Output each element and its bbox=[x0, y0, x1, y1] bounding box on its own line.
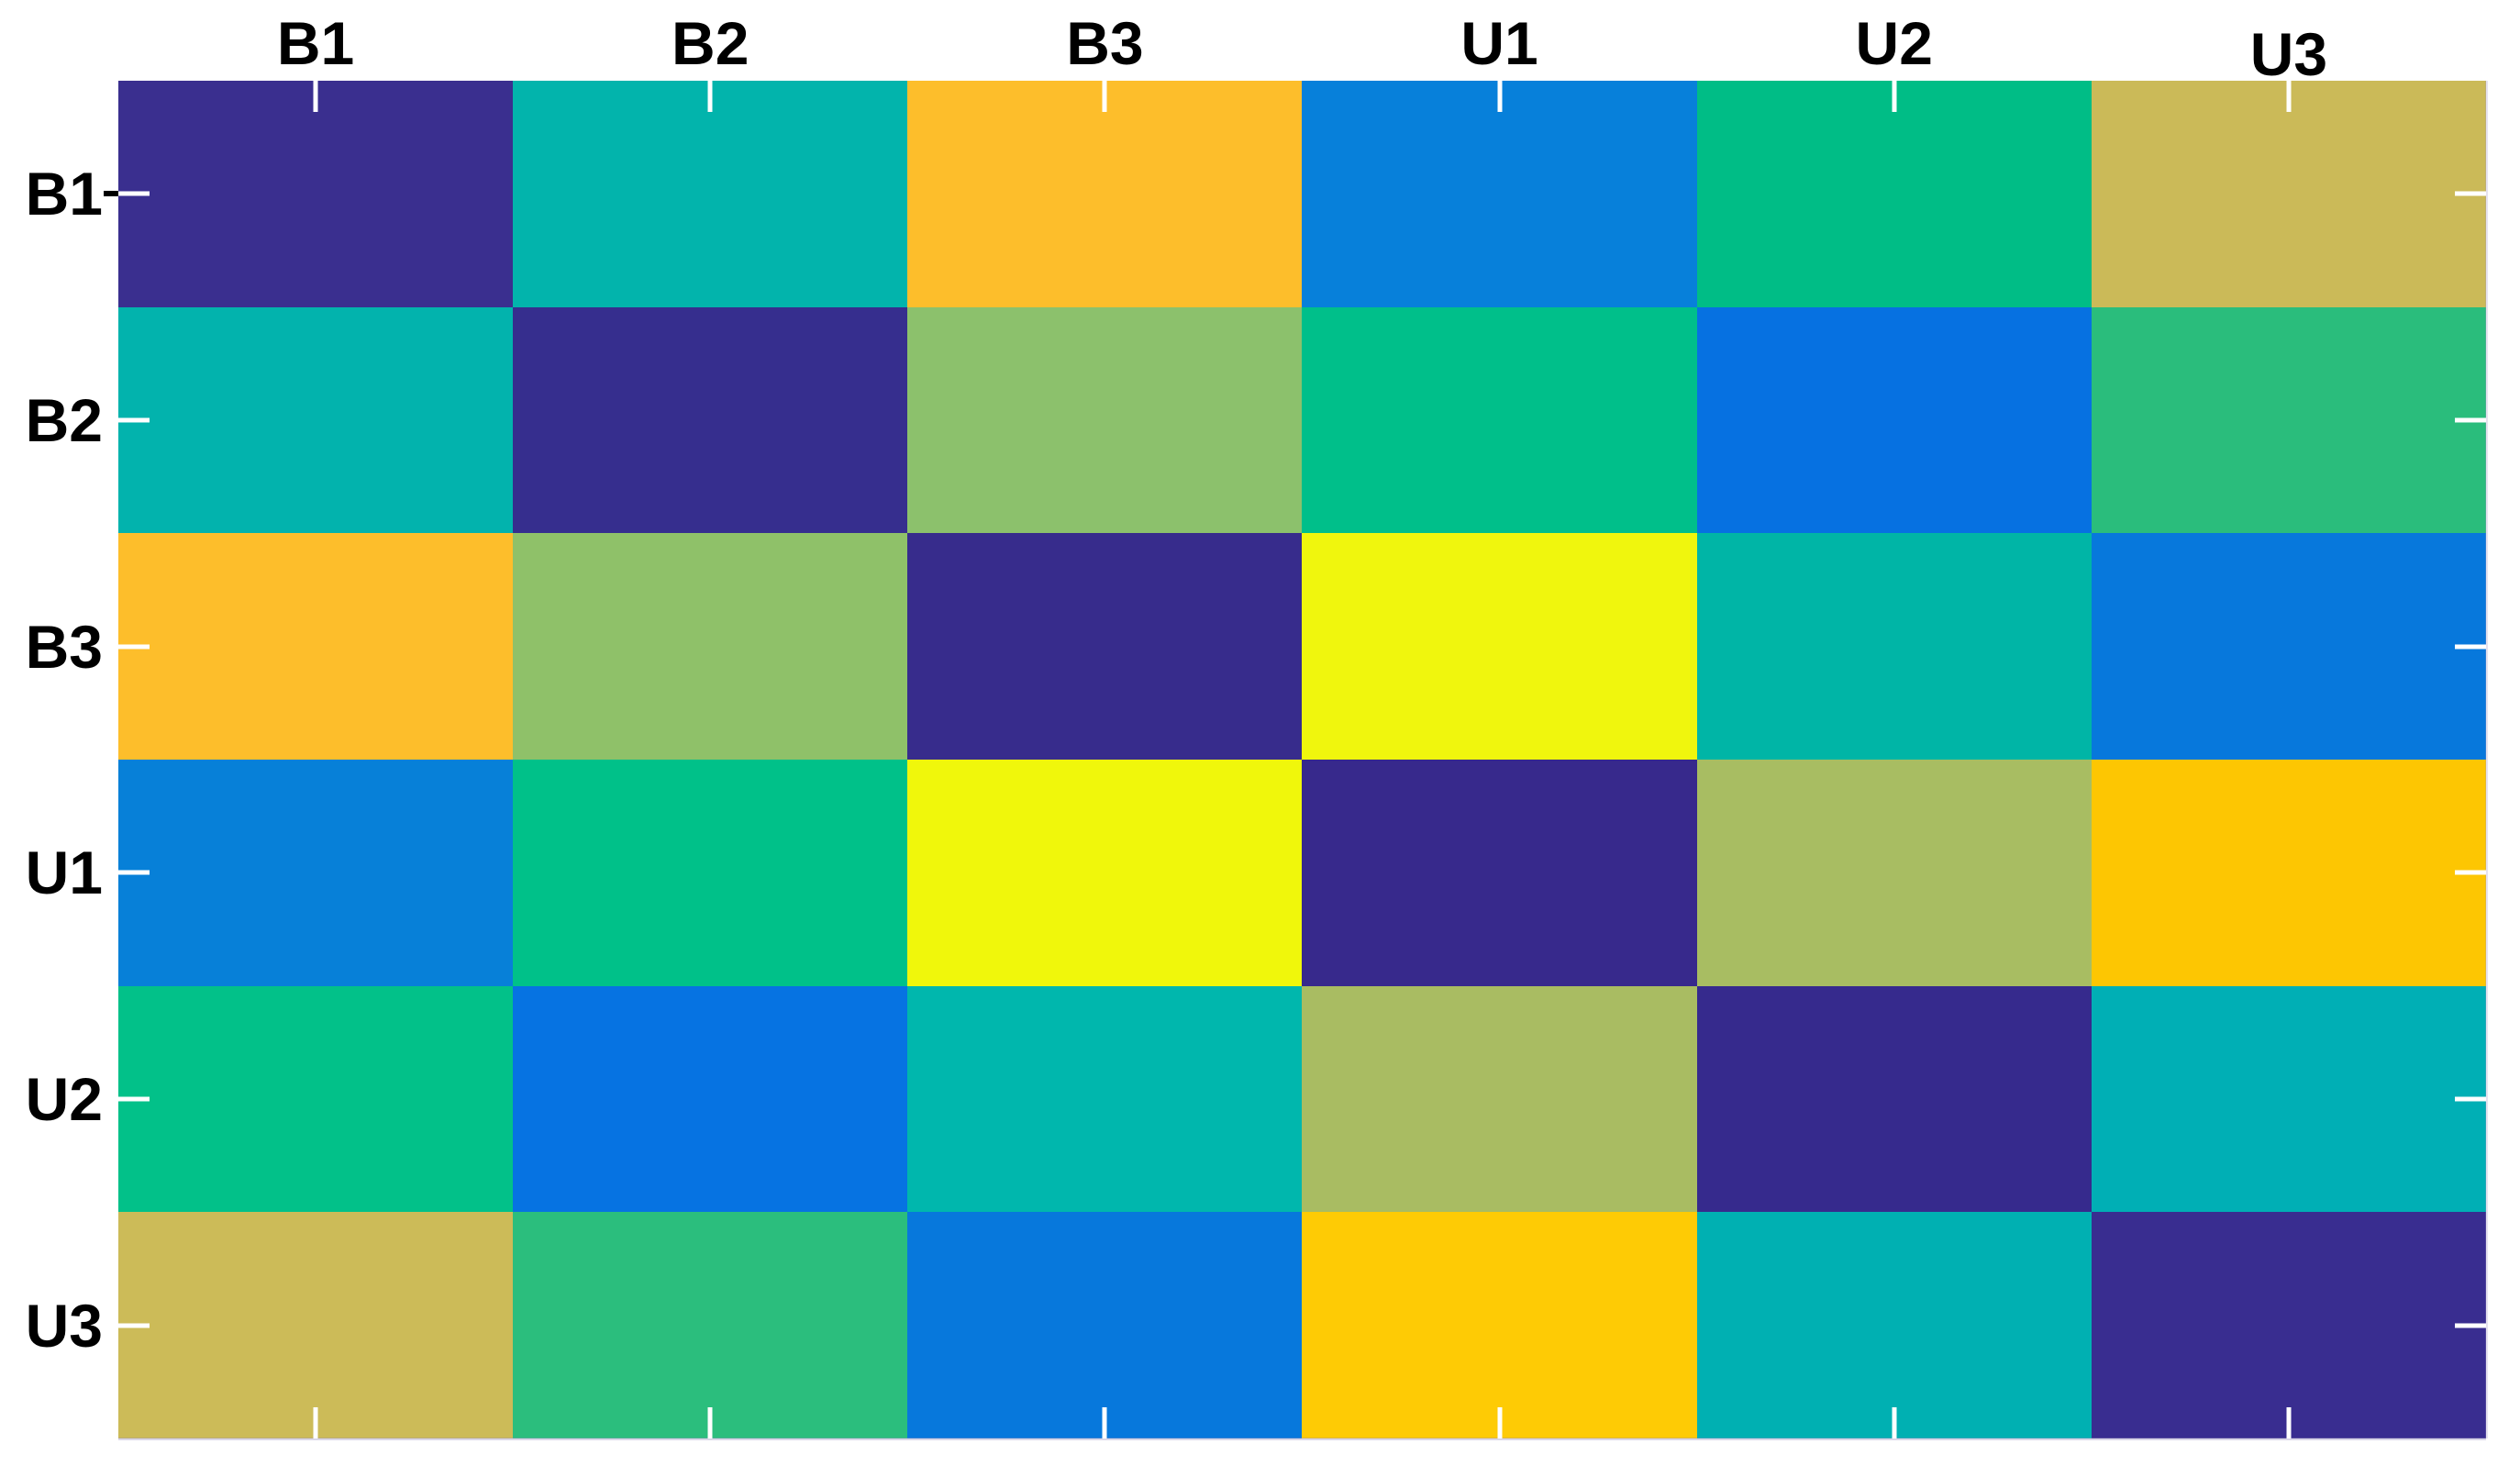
heatmap-cell bbox=[1302, 760, 1697, 986]
tick-mark-left bbox=[118, 870, 150, 875]
heatmap-cell bbox=[1302, 81, 1697, 307]
tick-mark-right bbox=[2455, 1096, 2486, 1102]
tick-mark-right bbox=[2455, 191, 2486, 196]
tick-mark-right bbox=[2455, 644, 2486, 650]
tick-mark-left bbox=[118, 417, 150, 423]
x-axis-label-b3: B3 bbox=[1066, 9, 1144, 77]
heatmap-cell bbox=[1302, 533, 1697, 760]
x-axis-label-u1: U1 bbox=[1460, 9, 1538, 77]
x-axis-labels: B1 B2 B3 U1 U2 U3 bbox=[118, 0, 2486, 84]
heatmap-cell bbox=[907, 81, 1303, 307]
tick-mark-bottom bbox=[1497, 1407, 1503, 1438]
heatmap-cell bbox=[1696, 533, 2092, 760]
tick-mark-left bbox=[118, 1323, 150, 1328]
axis-edge-bottom bbox=[118, 1438, 2486, 1440]
heatmap-cell bbox=[118, 985, 514, 1213]
x-axis-label-b2: B2 bbox=[672, 9, 749, 77]
y-axis-label-u2: U2 bbox=[25, 1064, 103, 1133]
heatmap-cell bbox=[513, 306, 908, 534]
heatmap-cell bbox=[1302, 306, 1697, 534]
x-axis-label-b1: B1 bbox=[276, 9, 355, 77]
y-axis-label-u3: U3 bbox=[25, 1291, 103, 1360]
heatmap-cell bbox=[907, 760, 1303, 986]
y-axis-label-b2: B2 bbox=[25, 385, 103, 454]
heatmap-grid bbox=[118, 81, 2486, 1438]
heatmap-cell bbox=[2091, 533, 2486, 760]
heatmap-cell bbox=[118, 533, 514, 760]
heatmap-cell bbox=[907, 1212, 1303, 1438]
heatmap-cell bbox=[1696, 1212, 2092, 1438]
tick-mark-top bbox=[1497, 81, 1503, 112]
heatmap-cell bbox=[513, 1212, 908, 1438]
heatmap-cell bbox=[513, 81, 908, 307]
heatmap-cell bbox=[513, 985, 908, 1213]
tick-mark-right bbox=[2455, 870, 2486, 875]
tick-mark-top bbox=[1102, 81, 1107, 112]
x-axis-label-u2: U2 bbox=[1855, 9, 1933, 77]
x-axis-label-u3: U3 bbox=[2249, 20, 2328, 88]
heatmap-cell bbox=[513, 760, 908, 986]
tick-mark-bottom bbox=[1892, 1407, 1897, 1438]
tick-mark-right bbox=[2455, 1323, 2486, 1328]
heatmap-cell bbox=[2091, 985, 2486, 1213]
tick-mark-bottom bbox=[1102, 1407, 1107, 1438]
axis-edge-right bbox=[2485, 81, 2488, 1438]
tick-mark-top bbox=[707, 81, 713, 112]
heatmap-cell bbox=[1696, 81, 2092, 307]
heatmap-cell bbox=[2091, 760, 2486, 986]
heatmap-cell bbox=[907, 533, 1303, 760]
tick-mark-bottom bbox=[313, 1407, 318, 1438]
y-axis-label-b1: B1 bbox=[25, 160, 103, 228]
heatmap-cell bbox=[1302, 1212, 1697, 1438]
y-axis-label-u1: U1 bbox=[25, 839, 103, 907]
heatmap-cell bbox=[907, 985, 1303, 1213]
heatmap-cell bbox=[907, 306, 1303, 534]
tick-mark-left bbox=[118, 644, 150, 650]
heatmap-cell bbox=[118, 81, 514, 307]
y-axis-label-b3: B3 bbox=[25, 612, 103, 681]
tick-mark-bottom bbox=[2286, 1407, 2292, 1438]
tick-mark-bottom bbox=[707, 1407, 713, 1438]
heatmap-cell bbox=[2091, 306, 2486, 534]
heatmap-cell bbox=[118, 306, 514, 534]
heatmap-cell bbox=[1302, 985, 1697, 1213]
tick-mark-right bbox=[2455, 417, 2486, 423]
b1-row-tick-dash bbox=[104, 191, 119, 196]
tick-mark-left bbox=[118, 191, 150, 196]
heatmap-cell bbox=[1696, 760, 2092, 986]
heatmap-cell bbox=[118, 1212, 514, 1438]
tick-mark-top bbox=[313, 81, 318, 112]
heatmap-cell bbox=[118, 760, 514, 986]
tick-mark-top bbox=[1892, 81, 1897, 112]
tick-mark-top bbox=[2286, 81, 2292, 112]
heatmap-cell bbox=[2091, 1212, 2486, 1438]
heatmap-cell bbox=[513, 533, 908, 760]
heatmap-cell bbox=[1696, 985, 2092, 1213]
heatmap-cell bbox=[1696, 306, 2092, 534]
y-axis-labels: B1 B2 B3 U1 U2 U3 bbox=[0, 81, 103, 1438]
heatmap-plot-area bbox=[118, 81, 2488, 1440]
heatmap-cell bbox=[2091, 81, 2486, 307]
tick-mark-left bbox=[118, 1096, 150, 1102]
